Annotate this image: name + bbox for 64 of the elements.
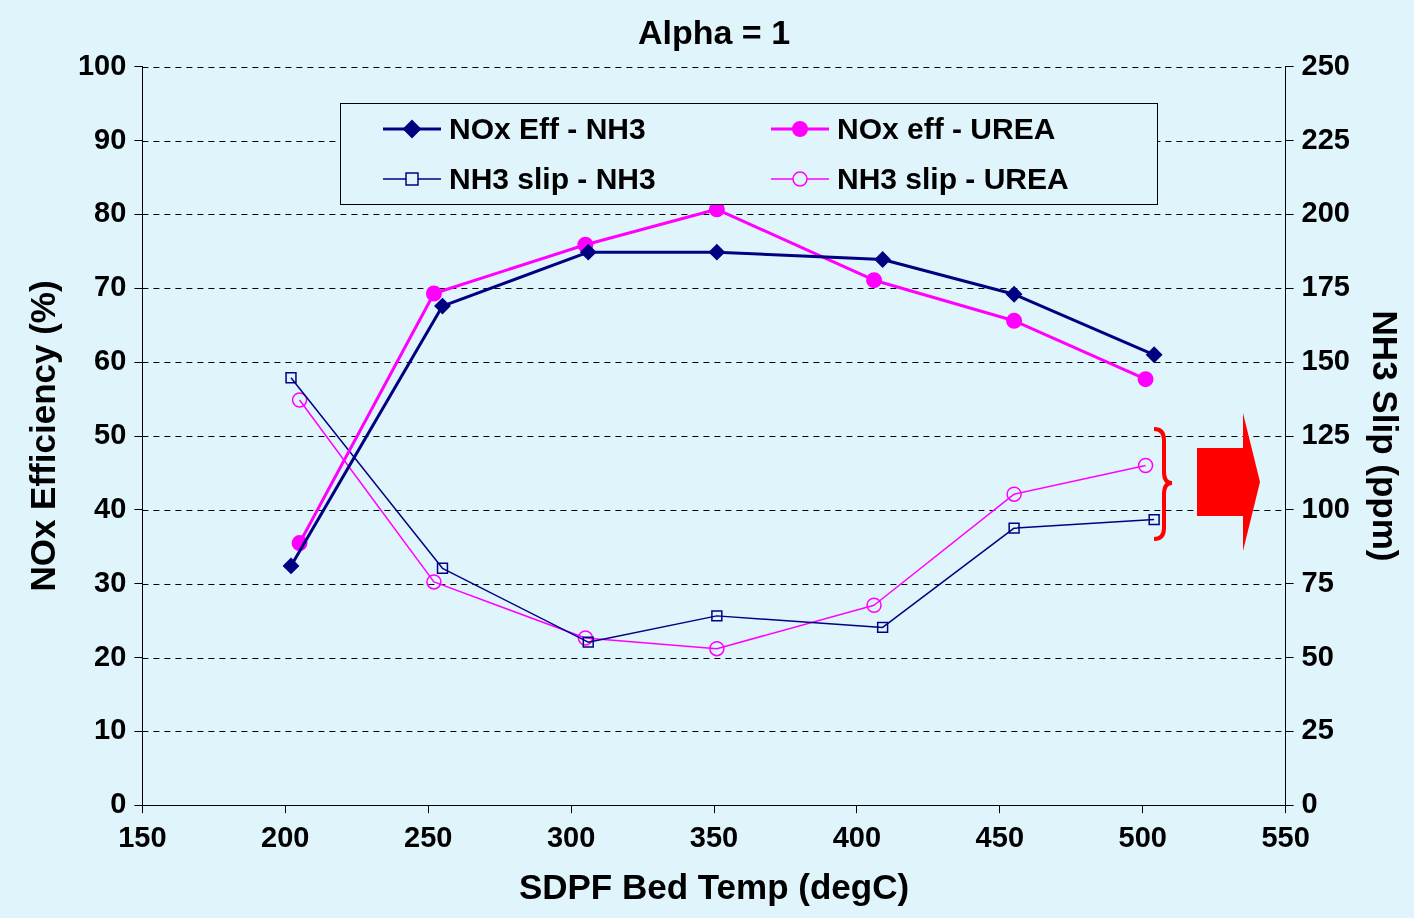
point	[577, 630, 594, 646]
x-tick-label: 300	[546, 820, 596, 853]
y-tick-label: 60	[94, 344, 127, 377]
legend-label: NH3 slip - UREA	[837, 162, 1069, 196]
point	[434, 298, 451, 315]
point	[866, 272, 883, 289]
x-tick-label: 450	[975, 820, 1024, 853]
y2-tick-label: 150	[1301, 344, 1351, 377]
point	[1146, 346, 1163, 363]
y-tick-label: 80	[94, 196, 127, 229]
x-tick-label: 550	[1261, 820, 1310, 853]
point	[876, 621, 889, 634]
x-tick-label: 250	[404, 820, 453, 853]
x-tick-label: 200	[261, 820, 310, 853]
point	[1006, 286, 1023, 303]
y-tick-label: 0	[110, 787, 127, 820]
x-axis-title: SDPF Bed Temp (degC)	[518, 866, 910, 906]
point	[709, 640, 725, 657]
x-tick-label: 400	[832, 820, 882, 853]
legend-label: NOx Eff - NH3	[449, 112, 646, 146]
y-tick-label: 50	[94, 418, 127, 450]
point	[291, 392, 308, 408]
point	[425, 285, 442, 302]
y-axis-title: NOx Efficiency (%)	[22, 280, 62, 592]
y-tick-label: 30	[94, 565, 127, 598]
x-tick-label: 150	[118, 820, 167, 853]
y-tick-label: 100	[77, 48, 127, 81]
y-tick-label: 20	[94, 639, 127, 672]
y-tick-label: 10	[94, 713, 127, 746]
legend-label: NH3 slip - NH3	[449, 162, 656, 196]
legend-label: NOx eff - UREA	[837, 112, 1056, 146]
y2-tick-label: 75	[1301, 565, 1334, 598]
point	[1137, 457, 1154, 474]
chart-title: Alpha = 1	[637, 12, 791, 51]
point	[582, 636, 594, 648]
point	[1148, 513, 1160, 526]
point	[285, 372, 297, 384]
x-tick-label: 350	[689, 820, 739, 853]
point	[711, 610, 723, 622]
point	[708, 244, 725, 261]
point	[283, 557, 300, 574]
point	[1006, 486, 1022, 502]
y2-tick-label: 200	[1301, 196, 1351, 229]
y2-tick-label: 225	[1301, 122, 1351, 155]
point	[874, 251, 891, 268]
y-tick-label: 90	[94, 122, 127, 155]
y2-tick-label: 25	[1301, 713, 1334, 746]
y2-tick-label: 0	[1301, 787, 1318, 820]
y2-tick-label: 50	[1301, 639, 1334, 672]
point	[866, 597, 882, 613]
point	[426, 574, 442, 590]
y2-tick-label: 100	[1301, 491, 1351, 524]
x-tick-label: 500	[1118, 820, 1167, 853]
point	[1137, 371, 1154, 388]
y2-tick-label: 175	[1301, 270, 1351, 303]
y2-axis-title: NH3 Slip (ppm)	[1366, 310, 1406, 562]
point	[580, 244, 597, 261]
y2-tick-label: 125	[1301, 418, 1351, 450]
y-tick-label: 70	[94, 270, 127, 303]
point	[436, 562, 449, 575]
y-tick-label: 40	[94, 491, 127, 524]
y2-tick-label: 250	[1301, 48, 1351, 81]
point	[1008, 522, 1020, 534]
point	[1006, 312, 1023, 329]
